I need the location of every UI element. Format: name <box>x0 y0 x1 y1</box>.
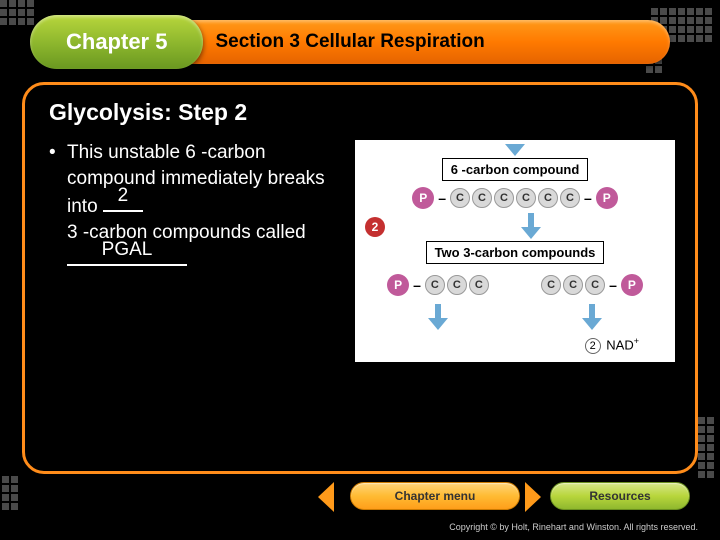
section-bar: Section 3 Cellular Respiration <box>185 20 670 64</box>
carbon-icon: C <box>425 275 445 295</box>
two-3c-row: P – C C C C C C – P <box>361 270 669 300</box>
carbon-icon: C <box>516 188 536 208</box>
resources-label: Resources <box>589 489 650 503</box>
content-row: This unstable 6 -carbon compound immedia… <box>49 140 675 362</box>
arrow-down-icon <box>428 318 448 330</box>
slide-title: Glycolysis: Step 2 <box>49 99 675 126</box>
deco-squares-top-left <box>0 0 34 25</box>
phosphate-icon: P <box>387 274 409 296</box>
fill-answer-2: PGAL <box>67 237 187 263</box>
arrow-down-icon <box>582 318 602 330</box>
carbon-icon: C <box>447 275 467 295</box>
deco-squares-bottom-left <box>2 476 18 510</box>
bullet-area: This unstable 6 -carbon compound immedia… <box>49 140 345 362</box>
pgal-left: P – C C C <box>387 274 489 296</box>
arrow-stem <box>528 213 534 227</box>
next-page-arrow[interactable] <box>525 482 541 512</box>
carbon-icon: C <box>585 275 605 295</box>
diagram-label-6c: 6 -carbon compound <box>442 158 589 181</box>
nad-plus: + <box>634 336 639 346</box>
phosphate-icon: P <box>621 274 643 296</box>
carbon-icon: C <box>538 188 558 208</box>
phosphate-icon: P <box>596 187 618 209</box>
carbon-icon: C <box>560 188 580 208</box>
bond-dash: – <box>582 190 594 206</box>
down-arrows-row <box>361 304 669 330</box>
bond-dash: – <box>411 277 423 293</box>
nad-label: 2 NAD+ <box>361 336 669 354</box>
deco-squares-bottom-right <box>698 417 714 478</box>
chapter-tab: Chapter 5 <box>30 15 203 69</box>
copyright-text: Copyright © by Holt, Rinehart and Winsto… <box>449 522 698 532</box>
section-label: Section 3 Cellular Respiration <box>215 31 484 53</box>
bullet-item: This unstable 6 -carbon compound immedia… <box>49 140 345 274</box>
carbon-icon: C <box>469 275 489 295</box>
glycolysis-diagram: 6 -carbon compound P – C C C C C C – P 2 <box>355 140 675 362</box>
nad-text: NAD <box>606 337 633 352</box>
prev-page-arrow[interactable] <box>318 482 334 512</box>
fill-blank-1: 2 <box>103 191 143 212</box>
diagram-label-two3c: Two 3-carbon compounds <box>426 241 605 264</box>
chapter-label: Chapter 5 <box>66 29 167 54</box>
phosphate-icon: P <box>412 187 434 209</box>
step-number-badge: 2 <box>365 217 385 237</box>
bond-dash: – <box>436 190 448 206</box>
coeff-2: 2 <box>585 338 601 354</box>
arrow-down-icon <box>521 227 541 239</box>
arrow-stem <box>435 304 441 318</box>
resources-button[interactable]: Resources <box>550 482 690 510</box>
arrow-down-icon <box>505 144 525 156</box>
carbon-icon: C <box>472 188 492 208</box>
arrow-stem <box>589 304 595 318</box>
carbon-icon: C <box>563 275 583 295</box>
carbon-icon: C <box>541 275 561 295</box>
content-frame: Glycolysis: Step 2 This unstable 6 -carb… <box>22 82 698 474</box>
chapter-menu-label: Chapter menu <box>395 489 476 503</box>
fill-blank-2: PGAL <box>67 245 187 266</box>
chapter-menu-button[interactable]: Chapter menu <box>350 482 520 510</box>
header: Chapter 5 Section 3 Cellular Respiration <box>30 12 670 72</box>
carbon-icon: C <box>450 188 470 208</box>
six-carbon-chain: P – C C C C C C – P <box>361 187 669 209</box>
bond-dash: – <box>607 277 619 293</box>
pgal-right: C C C – P <box>541 274 643 296</box>
carbon-icon: C <box>494 188 514 208</box>
fill-answer-1: 2 <box>103 183 143 209</box>
